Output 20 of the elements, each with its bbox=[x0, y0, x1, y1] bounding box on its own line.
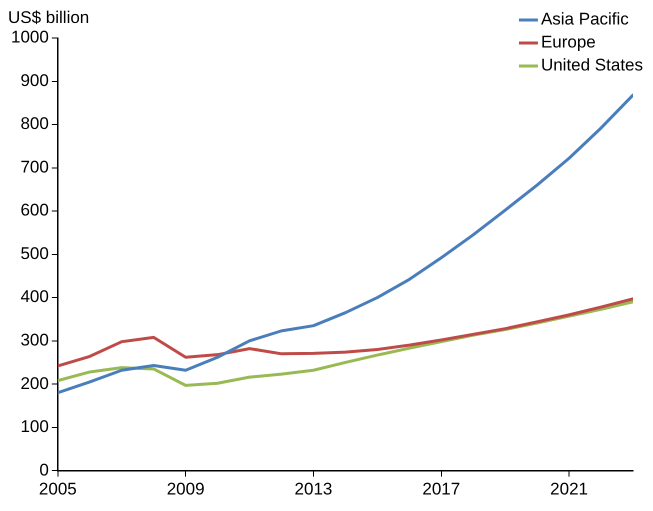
y-tick-label: 800 bbox=[20, 114, 49, 134]
legend-label: United States bbox=[540, 56, 644, 75]
x-tick-label: 2021 bbox=[550, 479, 588, 498]
y-tick-label: 700 bbox=[20, 157, 49, 176]
y-tick-label: 0 bbox=[39, 460, 49, 480]
legend-label: Europe bbox=[540, 32, 596, 52]
y-tick-label: 200 bbox=[20, 374, 49, 393]
y-tick-label: 500 bbox=[20, 244, 49, 263]
x-tick-label: 2009 bbox=[166, 479, 205, 498]
y-tick-label: 400 bbox=[20, 287, 49, 306]
y-axis-title: US$ billion bbox=[8, 8, 90, 28]
y-tick-label: 1000 bbox=[10, 28, 49, 47]
x-tick-label: 2017 bbox=[422, 479, 460, 498]
y-tick-label: 100 bbox=[20, 417, 49, 436]
x-tick-label: 2013 bbox=[294, 479, 332, 498]
y-tick-label: 300 bbox=[20, 330, 49, 350]
y-tick-label: 600 bbox=[20, 200, 49, 220]
y-tick-label: 900 bbox=[20, 70, 49, 90]
x-tick-label: 2005 bbox=[38, 479, 77, 498]
legend-label: Asia Pacific bbox=[540, 10, 630, 29]
